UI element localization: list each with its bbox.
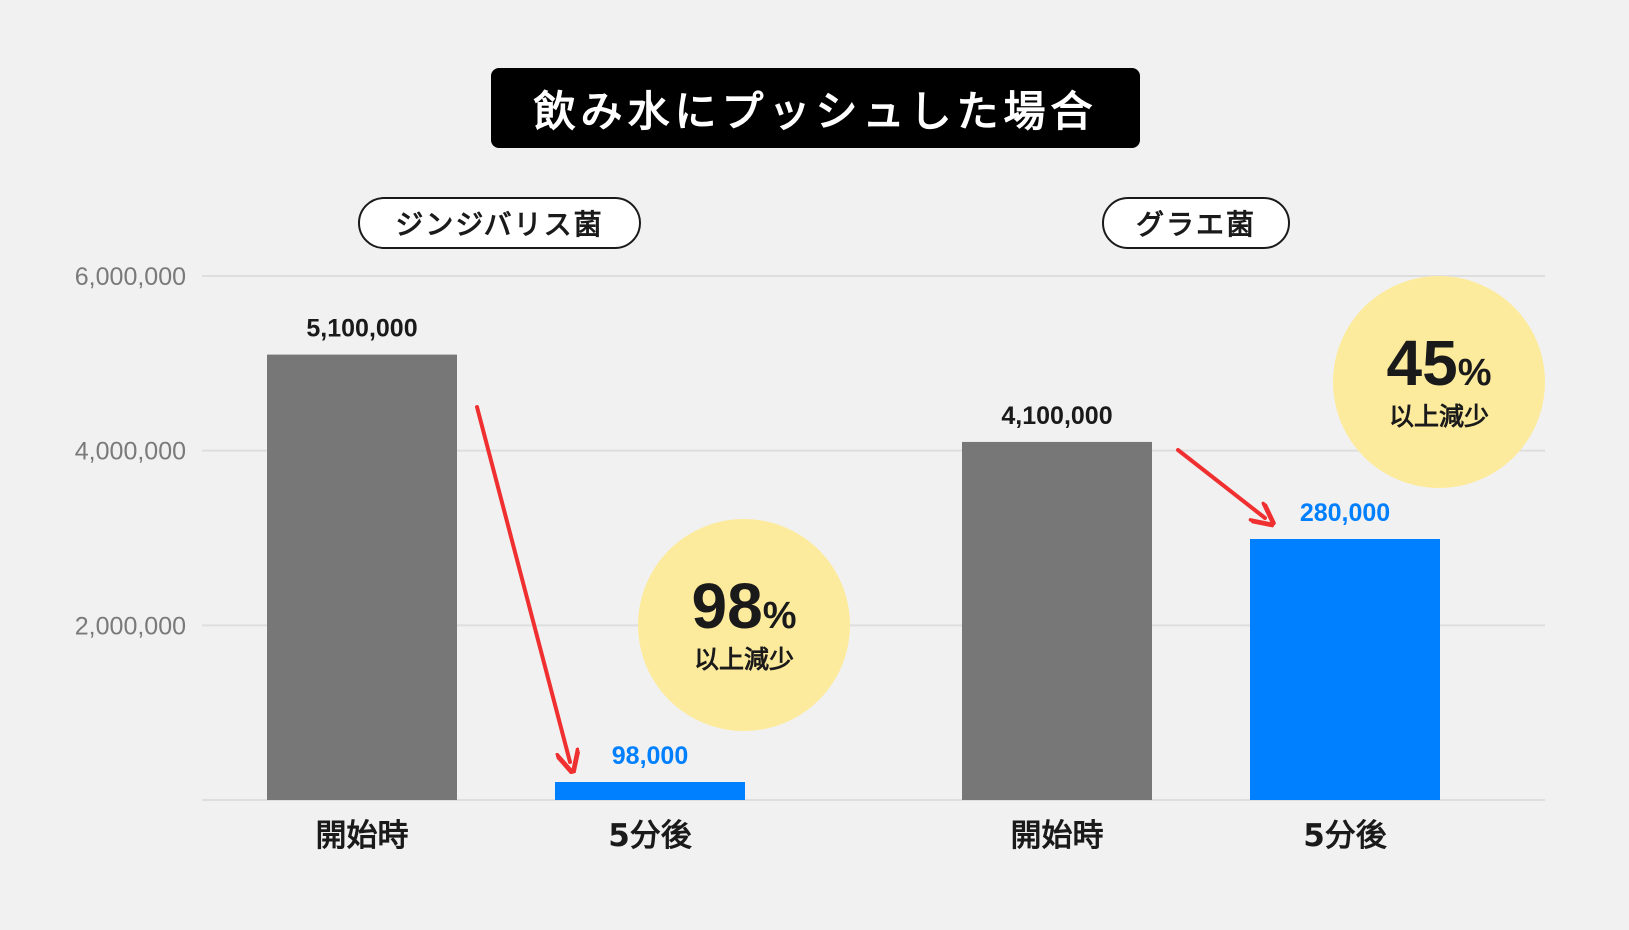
- group-label-gordonii: グラエ菌: [1102, 197, 1290, 249]
- badge-caption: 以上減少: [693, 645, 794, 674]
- data-label: 5,100,000: [306, 315, 417, 343]
- y-tick-label: 2,000,000: [75, 612, 186, 640]
- bar: [1250, 539, 1440, 800]
- chart-title: 飲み水にプッシュした場合: [533, 86, 1098, 136]
- badge-percent-value: 45: [1386, 327, 1458, 399]
- badge-percent-value: 98: [691, 570, 763, 642]
- x-category-label: 5分後: [608, 818, 693, 854]
- badge-percent-sign: %: [1457, 352, 1492, 394]
- title-banner: 飲み水にプッシュした場合: [491, 68, 1140, 148]
- x-category-label: 5分後: [1303, 818, 1388, 854]
- reduction-badge-left: 98 % 以上減少: [638, 519, 850, 731]
- decrease-arrow: [1176, 448, 1265, 518]
- y-tick-label: 6,000,000: [75, 263, 186, 291]
- data-label: 98,000: [612, 742, 688, 770]
- group-label-gingivalis: ジンジバリス菌: [358, 197, 641, 249]
- bar: [555, 782, 745, 800]
- badge-caption: 以上減少: [1388, 402, 1489, 431]
- decrease-arrow: [475, 405, 570, 762]
- bar: [962, 441, 1152, 800]
- data-label: 280,000: [1300, 499, 1390, 527]
- badge-percent-sign: %: [762, 595, 797, 637]
- x-category-label: 開始時: [316, 818, 409, 854]
- x-category-label: 開始時: [1011, 818, 1104, 854]
- y-tick-label: 4,000,000: [75, 438, 186, 466]
- bar: [267, 354, 457, 800]
- reduction-badge-right: 45 % 以上減少: [1333, 276, 1545, 488]
- data-label: 4,100,000: [1001, 402, 1112, 430]
